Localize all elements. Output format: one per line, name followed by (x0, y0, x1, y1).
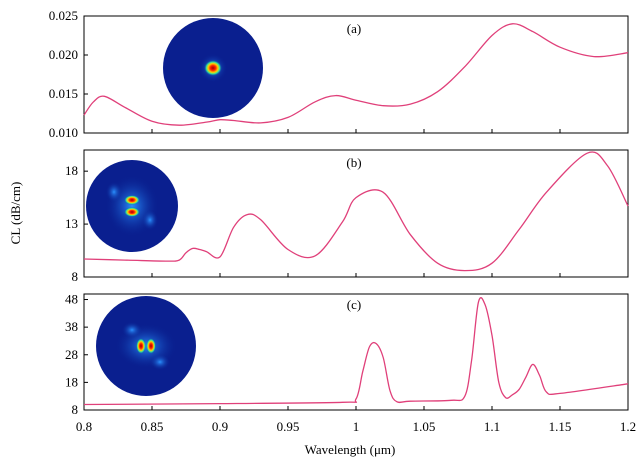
panel-label: (a) (347, 21, 361, 36)
series-line (83, 151, 629, 272)
y-tick-label: 8 (72, 402, 79, 417)
y-tick-label: 8 (72, 269, 79, 284)
y-tick-label: 18 (65, 163, 78, 178)
x-tick-label: 1 (353, 419, 360, 434)
x-tick-label: 0.8 (76, 419, 92, 434)
panel-0: 0.010 0.015 0.020 0.025 (a) (49, 8, 629, 140)
panel-2: 8 18 28 38 48 (c) (65, 292, 629, 417)
y-tick-label: 0.025 (49, 8, 78, 23)
panel-label: (c) (347, 297, 361, 312)
panel-1: 8 13 18 (b) (65, 149, 629, 284)
y-tick-label: 0.020 (49, 47, 78, 62)
x-tick-label: 0.9 (212, 419, 228, 434)
y-tick-label: 18 (65, 374, 78, 389)
y-tick-label: 0.010 (49, 125, 78, 140)
panel-label: (b) (346, 155, 361, 170)
x-tick-label: 1.05 (413, 419, 436, 434)
x-axis-label: Wavelength (μm) (305, 442, 396, 457)
y-tick-label: 48 (65, 292, 78, 307)
mode-field-inset-high-order-mode-1 (86, 160, 178, 252)
y-tick-label: 38 (65, 319, 78, 334)
x-tick-label: 1.2 (620, 419, 636, 434)
x-tick-label: 0.85 (141, 419, 164, 434)
mode-field-inset-fundamental-mode (163, 18, 263, 118)
mode-field-inset-high-order-mode-2 (96, 296, 196, 396)
y-axis-label: CL (dB/cm) (8, 182, 23, 245)
series-line (83, 23, 629, 126)
x-tick-label: 0.95 (277, 419, 300, 434)
y-tick-label: 13 (65, 216, 78, 231)
x-tick-label: 1.1 (484, 419, 500, 434)
x-tick-label: 1.15 (549, 419, 572, 434)
y-tick-label: 0.015 (49, 86, 78, 101)
series-line (83, 297, 629, 406)
y-tick-label: 28 (65, 347, 78, 362)
